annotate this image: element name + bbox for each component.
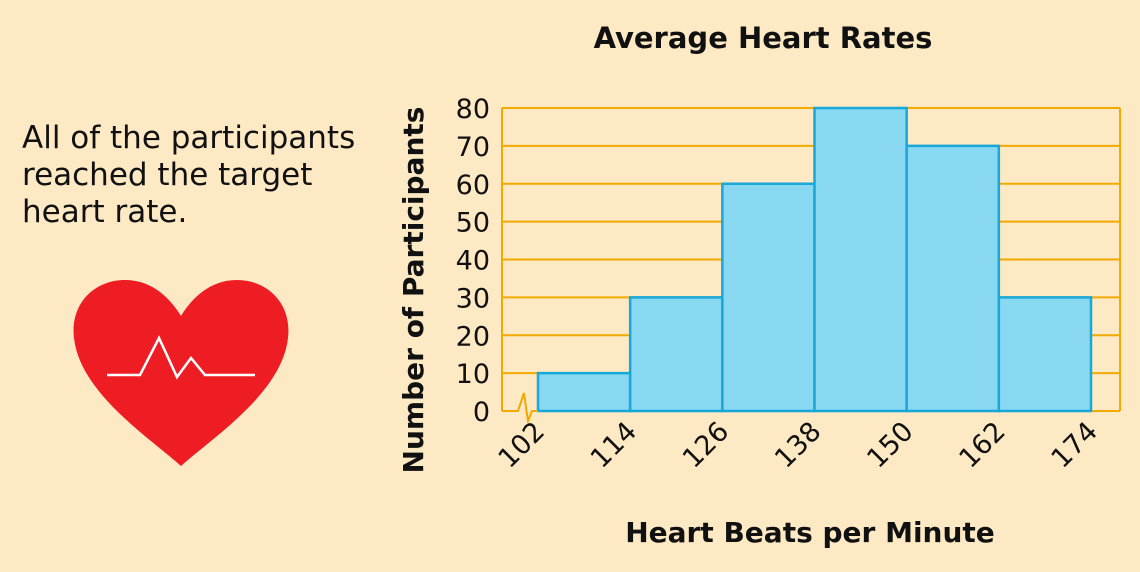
y-tick-label: 40 <box>456 246 490 277</box>
x-tick-label: 102 <box>493 416 551 474</box>
axis-break-icon <box>502 392 538 425</box>
y-tick-label: 60 <box>456 170 490 201</box>
histogram-bar <box>813 106 908 413</box>
y-tick-label: 20 <box>456 321 490 352</box>
y-tick-label: 70 <box>456 132 490 163</box>
histogram-bar <box>721 182 816 413</box>
y-tick-label: 50 <box>456 208 490 239</box>
y-tick-label: 0 <box>473 397 490 428</box>
histogram-bar <box>997 296 1093 413</box>
chart-title: Average Heart Rates <box>594 21 933 55</box>
y-tick-label: 30 <box>456 283 490 314</box>
x-tick-label: 126 <box>677 416 735 474</box>
x-tick-label: 114 <box>585 416 643 474</box>
x-tick-label: 138 <box>769 416 827 474</box>
histogram-bar <box>905 144 1001 413</box>
histogram-bar <box>628 296 724 413</box>
y-axis-label: Number of Participants <box>397 107 430 474</box>
y-tick-label: 80 <box>456 94 490 125</box>
axis-break-mask <box>503 409 537 413</box>
y-tick-labels: 0 10 20 30 40 50 60 70 80 <box>456 94 490 428</box>
histogram-bar <box>536 371 632 413</box>
y-tick-label: 10 <box>456 359 490 390</box>
x-axis-label: Heart Beats per Minute <box>625 516 995 549</box>
caption-text: All of the participants reached the targ… <box>22 120 356 230</box>
heart-with-pulse-icon <box>73 280 289 466</box>
histogram: Average Heart Rates 0 10 20 30 40 50 60 70 80 10… <box>397 21 1121 549</box>
x-tick-label: 162 <box>953 416 1011 474</box>
bars <box>536 106 1093 413</box>
x-tick-labels: 102 114 126 138 150 162 174 <box>493 416 1104 474</box>
x-tick-label: 174 <box>1046 416 1104 474</box>
pulse-line <box>107 335 255 380</box>
x-tick-label: 150 <box>861 416 919 474</box>
